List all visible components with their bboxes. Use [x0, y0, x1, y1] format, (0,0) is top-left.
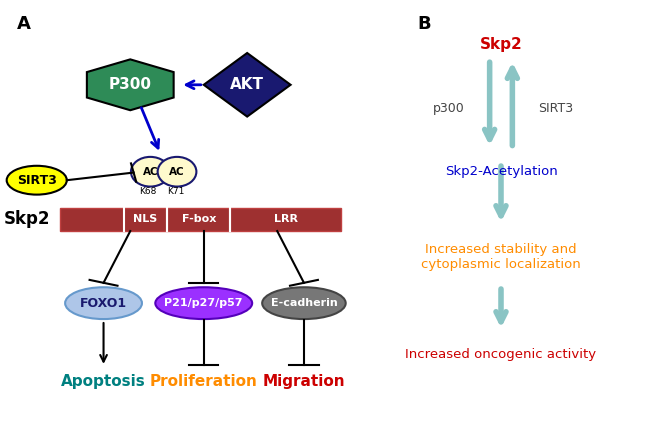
Text: Skp2-Acetylation: Skp2-Acetylation: [445, 165, 557, 178]
Text: Skp2: Skp2: [3, 210, 50, 229]
Text: SIRT3: SIRT3: [538, 102, 573, 114]
Text: NLS: NLS: [133, 215, 158, 224]
Polygon shape: [204, 53, 291, 117]
Text: A: A: [17, 15, 31, 33]
Text: F-box: F-box: [182, 215, 216, 224]
Text: AKT: AKT: [230, 77, 264, 92]
Ellipse shape: [7, 166, 67, 195]
Text: AC: AC: [142, 167, 158, 177]
Text: LRR: LRR: [274, 215, 297, 224]
Text: Skp2: Skp2: [480, 37, 522, 52]
Ellipse shape: [158, 157, 196, 187]
Text: p300: p300: [432, 102, 464, 114]
FancyBboxPatch shape: [60, 208, 341, 231]
Text: Apoptosis: Apoptosis: [61, 374, 146, 389]
Text: B: B: [418, 15, 431, 33]
Ellipse shape: [262, 287, 346, 319]
Text: P21/p27/p57: P21/p27/p57: [164, 298, 243, 308]
Text: AC: AC: [169, 167, 185, 177]
Text: Migration: Migration: [263, 374, 345, 389]
Ellipse shape: [131, 157, 170, 187]
Text: E-cadherin: E-cadherin: [271, 298, 337, 308]
Text: P300: P300: [109, 77, 152, 92]
Text: Proliferation: Proliferation: [150, 374, 258, 389]
Polygon shape: [87, 59, 174, 110]
Ellipse shape: [65, 287, 142, 319]
Text: Increased oncogenic activity: Increased oncogenic activity: [405, 348, 597, 360]
Text: SIRT3: SIRT3: [17, 174, 57, 187]
Text: FOXO1: FOXO1: [80, 297, 127, 310]
Text: K68: K68: [140, 187, 157, 196]
Text: K71: K71: [167, 187, 184, 196]
Text: Increased stability and
cytoplasmic localization: Increased stability and cytoplasmic loca…: [421, 243, 581, 271]
Ellipse shape: [155, 287, 253, 319]
